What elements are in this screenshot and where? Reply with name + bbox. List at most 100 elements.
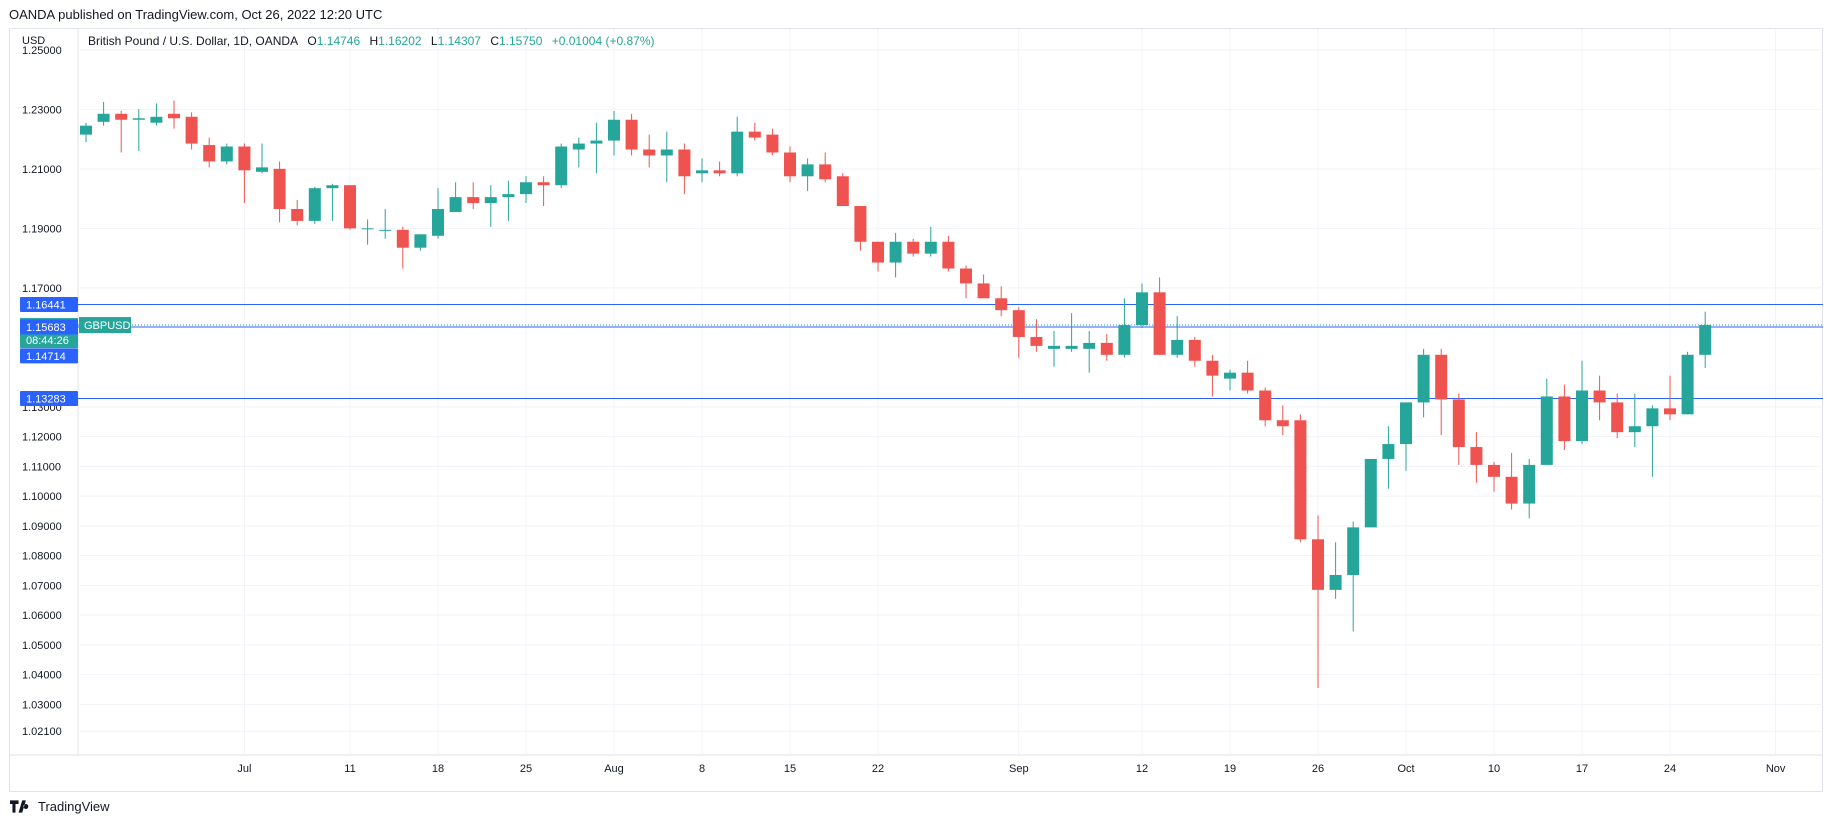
x-tick-label: Nov <box>1766 763 1786 775</box>
candle-body <box>1400 402 1412 445</box>
legend-close: C1.15750 <box>490 34 543 48</box>
candle-body <box>1505 476 1518 504</box>
candle-body <box>484 197 497 204</box>
legend-low: L1.14307 <box>430 34 481 48</box>
candle-body <box>1540 396 1553 465</box>
symbol-name: British Pound / U.S. Dollar, 1D, OANDA <box>88 34 299 48</box>
y-tick-label: 1.04000 <box>22 670 62 682</box>
candle-body <box>256 167 268 172</box>
footer-brand[interactable]: TradingView <box>38 799 110 814</box>
candle-body <box>836 176 849 207</box>
candle-body <box>238 146 251 171</box>
candle-body <box>942 241 955 269</box>
y-tick-label: 1.09000 <box>22 521 62 533</box>
candle-body <box>907 241 920 254</box>
candle-body <box>1488 464 1500 477</box>
candle-body <box>766 134 779 153</box>
candle-body <box>819 164 832 180</box>
x-tick-label: 11 <box>344 763 355 775</box>
candle-body <box>801 164 814 177</box>
candle-body <box>1646 408 1659 427</box>
candle-body <box>625 119 638 150</box>
candle-body <box>1259 390 1272 421</box>
x-tick-label: Sep <box>1009 763 1029 775</box>
candle-body <box>1065 345 1078 349</box>
candle-body <box>1153 292 1166 355</box>
candle-body <box>872 241 884 263</box>
candle-body <box>696 170 708 174</box>
y-tick-label: 1.12000 <box>22 432 62 444</box>
extra-price-label: 1.14714 <box>26 351 66 363</box>
candle-body <box>132 118 145 120</box>
candle-body <box>467 197 480 204</box>
x-tick-label: 8 <box>699 763 705 775</box>
x-tick-label: 19 <box>1224 763 1236 775</box>
candle-body <box>660 149 673 156</box>
candle-body <box>1664 408 1676 415</box>
candle-body <box>1699 325 1712 355</box>
x-tick-label: 15 <box>784 763 796 775</box>
candle-body <box>449 197 462 212</box>
symbol-tag-bg <box>79 317 131 334</box>
h-line-label: 1.15683 <box>26 322 66 334</box>
h-line-label-bg <box>20 296 78 312</box>
candle-body <box>414 234 427 248</box>
candle-body <box>97 113 110 122</box>
candle-body <box>854 206 867 242</box>
x-tick-label: 18 <box>432 763 444 775</box>
candle-body <box>1188 339 1201 361</box>
candle-body <box>924 241 937 254</box>
candle-body <box>1030 336 1043 346</box>
candle-body <box>432 209 444 236</box>
candle-body <box>1435 354 1448 400</box>
candle-body <box>291 209 304 221</box>
candle-body <box>1470 447 1483 465</box>
candle-body <box>1611 402 1624 433</box>
candle-body <box>1681 354 1694 415</box>
published-header: OANDA published on TradingView.com, Oct … <box>9 7 383 22</box>
y-tick-label: 1.19000 <box>22 223 62 235</box>
h-line-label: 1.16441 <box>26 299 66 311</box>
chart-frame <box>9 28 1823 792</box>
y-tick-label: 1.17000 <box>22 283 62 295</box>
symbol-tag: GBPUSD <box>84 320 131 332</box>
candle-body <box>889 241 902 263</box>
candle-body <box>115 113 128 120</box>
candle-body <box>1171 339 1184 355</box>
candle-body <box>1083 342 1096 349</box>
y-tick-label: 1.10000 <box>22 491 62 503</box>
y-tick-label: 1.11000 <box>22 461 61 473</box>
y-tick-label: 1.03000 <box>22 699 62 711</box>
candle-body <box>1558 396 1571 442</box>
candle-body <box>379 229 392 231</box>
candle-body <box>784 152 796 177</box>
candle-body <box>1118 325 1131 355</box>
candle-body <box>1312 539 1324 590</box>
candle-body <box>1364 458 1377 528</box>
candle-body <box>1048 345 1060 349</box>
candle-body <box>1276 420 1289 427</box>
candle-body <box>1382 444 1395 459</box>
candle-body <box>326 185 339 189</box>
legend-open: O1.14746 <box>307 34 361 48</box>
extra-price-label-bg <box>20 348 78 364</box>
y-tick-label: 1.06000 <box>22 610 62 622</box>
countdown-label: 08:44:26 <box>26 335 69 347</box>
x-tick-label: 22 <box>872 763 884 775</box>
candle-body <box>185 116 198 144</box>
candle-body <box>1576 390 1588 442</box>
candle-body <box>150 116 163 123</box>
x-tick-label: 17 <box>1576 763 1588 775</box>
candle-body <box>520 182 532 195</box>
candle-body <box>361 228 374 230</box>
footer: TradingView <box>10 799 110 814</box>
x-tick-label: 26 <box>1312 763 1324 775</box>
candle-body <box>1224 372 1236 379</box>
axis-currency: USD <box>22 35 46 47</box>
candle-body <box>1417 354 1430 403</box>
tradingview-logo-icon <box>10 800 29 813</box>
y-tick-label: 1.02100 <box>22 726 62 738</box>
y-tick-label: 1.21000 <box>22 164 62 176</box>
candle-body <box>1294 420 1307 540</box>
